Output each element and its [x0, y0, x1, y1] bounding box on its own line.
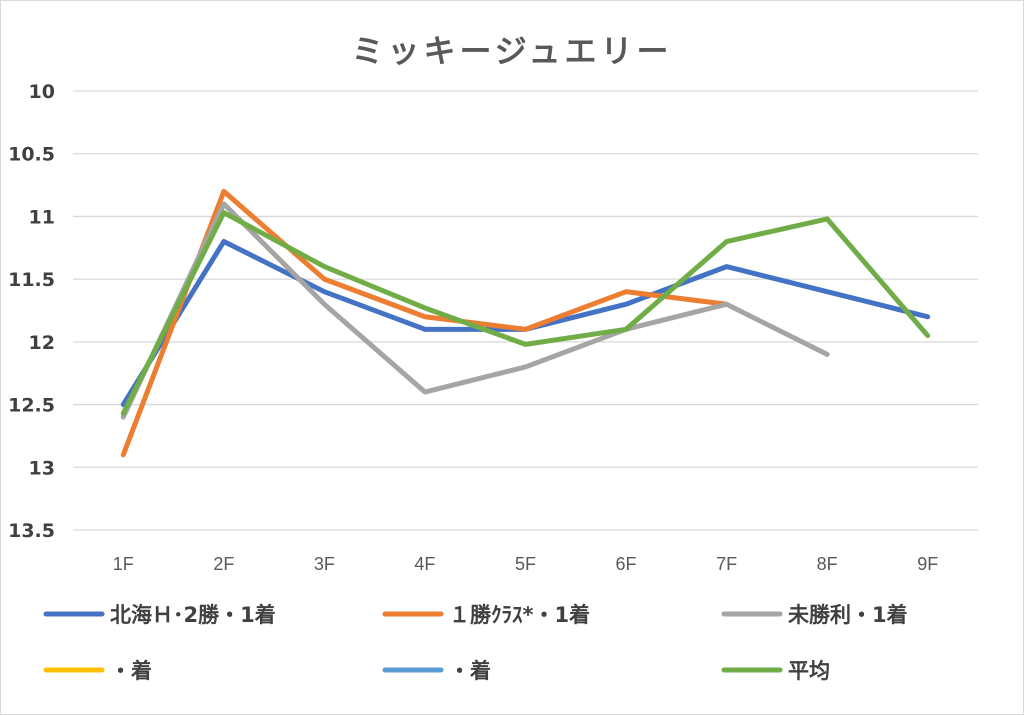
legend-item: 未勝利・1着 [721, 603, 908, 627]
y-tick-label: 13.5 [8, 520, 55, 542]
legend: 北海Ｈ･2勝・1着 １勝ｸﾗｽ*・1着 未勝利・1着・着 ・着 平均 [43, 603, 908, 683]
series-line [120, 201, 830, 420]
y-tick-label: 10.5 [8, 144, 55, 166]
series-line [120, 188, 730, 458]
x-axis-tick-labels: 1F 2F 3F 4F 5F 6F 7F 8F 9F [113, 554, 938, 574]
x-tick-label: 8F [817, 554, 838, 574]
x-tick-label: 1F [113, 554, 134, 574]
x-tick-label: 2F [213, 554, 234, 574]
y-tick-label: 10 [29, 81, 55, 103]
y-tick-label: 13 [29, 457, 55, 479]
legend-label: １勝ｸﾗｽ*・1着 [449, 603, 590, 627]
y-tick-label: 11.5 [8, 269, 55, 291]
series-line [120, 239, 931, 408]
y-axis-tick-labels: 10 10.5 11 11.5 12 12.5 13 13.5 [8, 81, 55, 542]
legend-label: ・着 [110, 659, 152, 683]
series-line [120, 210, 931, 416]
legend-item: ・着 [382, 659, 491, 683]
x-tick-label: 5F [515, 554, 536, 574]
legend-label: ・着 [449, 659, 491, 683]
legend-label: 平均 [788, 659, 830, 683]
legend-item: 平均 [721, 659, 830, 683]
series-lines [120, 188, 931, 458]
x-tick-label: 3F [314, 554, 335, 574]
legend-label: 北海Ｈ･2勝・1着 [110, 603, 276, 627]
legend-item: ・着 [43, 659, 152, 683]
gridlines [73, 90, 978, 531]
y-tick-label: 12 [29, 332, 55, 354]
legend-label: 未勝利・1着 [788, 603, 908, 627]
x-tick-label: 4F [414, 554, 435, 574]
x-tick-label: 7F [716, 554, 737, 574]
legend-item: 北海Ｈ･2勝・1着 [43, 603, 276, 627]
chart-title: ミッキージュエリー [351, 32, 672, 70]
legend-item: １勝ｸﾗｽ*・1着 [382, 603, 590, 627]
x-tick-label: 9F [917, 554, 938, 574]
y-tick-label: 11 [29, 206, 55, 228]
x-tick-label: 6F [616, 554, 637, 574]
y-tick-label: 12.5 [8, 395, 55, 417]
